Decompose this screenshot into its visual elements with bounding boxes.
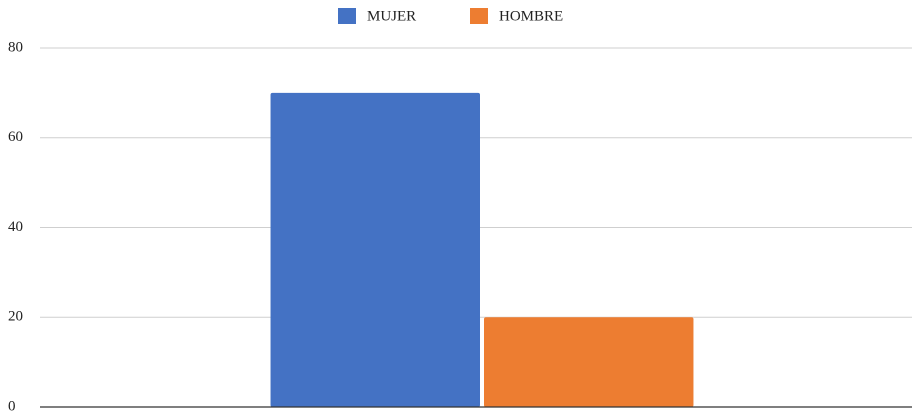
y-tick-label: 20 xyxy=(8,309,23,325)
legend-label: MUJER xyxy=(367,8,416,24)
y-tick-label: 40 xyxy=(8,219,23,235)
legend-label: HOMBRE xyxy=(499,8,563,24)
legend-swatch xyxy=(338,8,356,24)
legend-swatch xyxy=(470,8,488,24)
bar xyxy=(484,317,694,407)
bar xyxy=(270,92,480,407)
y-tick-label: 80 xyxy=(8,39,23,55)
y-tick-label: 0 xyxy=(8,398,16,413)
y-tick-label: 60 xyxy=(8,129,23,145)
